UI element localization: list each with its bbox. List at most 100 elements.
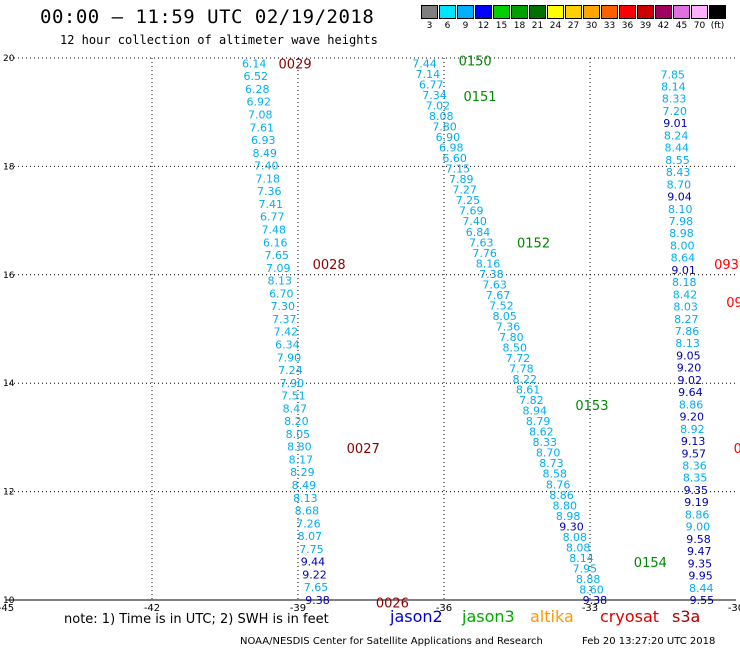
data-label: 9.20	[677, 362, 702, 375]
data-label: 6.14	[242, 57, 267, 70]
data-label: 8.88	[576, 573, 601, 586]
scale-label: 18	[513, 21, 526, 31]
scale-swatch	[601, 5, 618, 19]
data-label: 9.58	[686, 533, 711, 546]
data-label: 7.36	[257, 185, 282, 198]
data-label: 8.98	[669, 227, 694, 240]
y-tick-label: 12	[3, 488, 14, 498]
scale-label: 21	[531, 21, 544, 31]
scale-label: 45	[675, 21, 688, 31]
data-label: 8.13	[268, 275, 293, 288]
data-label: 8.43	[666, 166, 691, 179]
data-label: 6.70	[269, 287, 294, 300]
scale-label: 70	[693, 21, 706, 31]
data-label: 7.76	[472, 247, 497, 260]
data-label: 7.80	[432, 121, 457, 134]
data-label: 9.44	[301, 556, 326, 569]
data-label: 6.93	[251, 134, 276, 147]
data-label: 6.34	[275, 338, 300, 351]
legend-cryosat: cryosat	[600, 607, 660, 626]
data-label: 8.33	[662, 93, 687, 106]
pass-label: 0027	[347, 442, 380, 457]
scale-swatch	[457, 5, 474, 19]
data-label: 7.80	[499, 331, 524, 344]
data-label: 8.86	[549, 489, 574, 502]
data-label: 7.63	[482, 278, 507, 291]
scale-label: 12	[477, 21, 490, 31]
data-label: 7.08	[248, 109, 273, 122]
scale-swatch	[691, 5, 708, 19]
data-label: 7.36	[496, 320, 521, 333]
data-label: 8.13	[675, 337, 700, 350]
page-subtitle: 12 hour collection of altimeter wave hei…	[60, 33, 378, 47]
scale-label: 6	[444, 21, 451, 31]
data-label: 8.58	[543, 468, 568, 481]
data-label: 8.03	[673, 301, 698, 314]
data-label: 8.24	[664, 129, 689, 142]
legend-s3a: s3a	[672, 607, 701, 626]
data-label: 8.60	[579, 583, 604, 596]
data-label: 8.18	[672, 276, 697, 289]
data-label: 7.61	[249, 121, 274, 134]
scale-label: 42	[657, 21, 670, 31]
data-label: 7.75	[299, 543, 324, 556]
data-label: 8.86	[679, 398, 704, 411]
data-label: 7.90	[277, 351, 302, 364]
data-label: 6.92	[246, 96, 271, 109]
pass-label: 0154	[634, 556, 667, 571]
data-label: 6.84	[466, 226, 491, 239]
data-label: 6.77	[419, 78, 444, 91]
data-label: 7.25	[456, 194, 481, 207]
data-label: 7.51	[281, 390, 306, 403]
data-label: 8.36	[682, 460, 707, 473]
data-label: 6.52	[243, 70, 268, 83]
data-label: 8.47	[283, 402, 308, 415]
data-label: 6.60	[442, 152, 467, 165]
data-label: 8.68	[295, 505, 320, 518]
legend-jason2: jason2	[390, 607, 443, 626]
data-label: 7.14	[416, 68, 441, 81]
data-label: 6.16	[263, 236, 288, 249]
pass-label: 0152	[517, 236, 550, 251]
data-label: 7.52	[489, 299, 514, 312]
data-label: 8.94	[522, 405, 547, 418]
data-label: 7.09	[266, 262, 291, 275]
data-label: 8.14	[569, 552, 594, 565]
pass-label: 093	[714, 258, 739, 273]
data-label: 7.20	[663, 105, 688, 118]
pass-label: 0153	[575, 399, 608, 414]
pass-label: 0029	[279, 57, 312, 72]
data-label: 8.35	[683, 472, 708, 485]
data-label: 7.44	[412, 57, 437, 70]
data-label: 9.38	[583, 594, 608, 607]
data-label: 8.64	[671, 252, 696, 265]
data-label: 7.40	[462, 215, 487, 228]
scale-label: 30	[585, 21, 598, 31]
data-label: 9.01	[671, 264, 696, 277]
data-label: 7.24	[278, 364, 303, 377]
data-label: 9.55	[690, 594, 715, 607]
data-label: 8.76	[546, 478, 571, 491]
data-label: 9.64	[678, 386, 703, 399]
scale-label: (ft)	[710, 21, 725, 31]
pass-label: 0151	[463, 90, 496, 105]
data-label: 7.48	[262, 224, 287, 237]
scale-swatch	[583, 5, 600, 19]
data-label: 7.90	[280, 377, 305, 390]
data-label: 7.65	[304, 581, 329, 594]
data-label: 8.14	[661, 80, 686, 93]
data-label: 9.57	[682, 447, 707, 460]
data-label: 7.65	[265, 249, 290, 262]
data-label: 8.80	[553, 499, 578, 512]
data-label: 9.04	[667, 191, 692, 204]
data-label: 7.15	[446, 163, 471, 176]
data-label: 8.33	[533, 436, 558, 449]
data-label: 6.90	[436, 131, 461, 144]
data-label: 8.22	[512, 373, 537, 386]
data-label: 7.69	[459, 205, 484, 218]
data-label: 7.30	[271, 300, 296, 313]
y-tick-label: 14	[3, 379, 15, 389]
x-tick-label: -33	[582, 603, 598, 614]
data-label: 8.05	[286, 428, 311, 441]
data-label: 8.92	[680, 423, 705, 436]
